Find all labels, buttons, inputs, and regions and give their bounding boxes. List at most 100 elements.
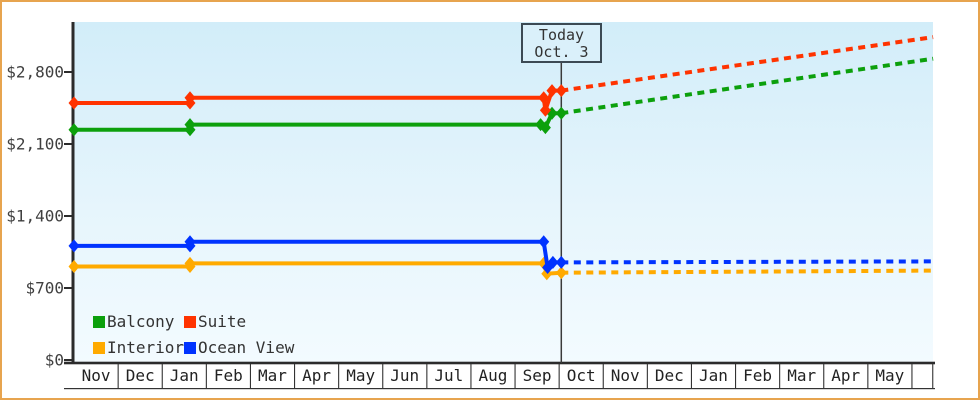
- y-tick: [64, 143, 73, 145]
- legend-item-balcony: Balcony: [93, 312, 184, 331]
- data-point-marker-suite: [184, 91, 196, 105]
- series-balcony: [68, 56, 934, 137]
- month-cell-dec-13: Dec: [654, 366, 684, 385]
- month-cell-mar-16: Mar: [787, 366, 817, 385]
- data-point-marker-suite: [539, 103, 551, 117]
- month-row-bottom-line: [64, 388, 935, 390]
- month-separator: [514, 364, 516, 388]
- legend-swatch-icon: [184, 341, 196, 354]
- series-line-solid-suite: [74, 88, 562, 111]
- today-label: Today: [538, 26, 585, 44]
- data-point-marker-balcony: [535, 118, 547, 132]
- data-point-marker-balcony: [184, 118, 196, 132]
- month-cell-may-6: May: [346, 366, 376, 385]
- data-point-marker-suite: [555, 84, 567, 98]
- month-cell-jul-8: Jul: [434, 366, 464, 385]
- today-date: Oct. 3: [534, 43, 589, 61]
- data-point-marker-interior: [184, 256, 196, 270]
- legend-item-ocean-view: Ocean View: [184, 338, 294, 357]
- month-separator: [470, 364, 472, 388]
- legend-label: Suite: [198, 312, 247, 331]
- data-point-marker-ocean-view: [68, 239, 80, 253]
- legend: Balcony Suite Interior Ocean View: [93, 312, 294, 357]
- legend-item-suite: Suite: [184, 312, 294, 331]
- series-line-projected-interior: [561, 268, 934, 275]
- month-cell-oct-11: Oct: [566, 366, 596, 385]
- data-point-marker-interior: [555, 266, 567, 280]
- data-point-marker-ocean-view: [547, 255, 559, 269]
- month-separator: [911, 364, 913, 388]
- data-point-marker-ocean-view: [555, 255, 567, 269]
- legend-label: Interior: [107, 338, 185, 357]
- y-axis-label: $2,800: [6, 62, 64, 82]
- month-separator: [205, 364, 207, 388]
- month-separator: [338, 364, 340, 388]
- month-separator: [382, 364, 384, 388]
- data-point-marker-suite: [538, 91, 550, 105]
- month-cell-aug-9: Aug: [478, 366, 508, 385]
- legend-item-interior: Interior: [93, 338, 184, 357]
- y-axis-label: $700: [25, 278, 64, 298]
- month-separator: [294, 364, 296, 388]
- month-separator-end: [932, 364, 934, 388]
- data-point-marker-suite: [546, 84, 558, 98]
- legend-swatch-icon: [184, 315, 196, 328]
- month-separator: [117, 364, 119, 388]
- series-line-projected-balcony: [561, 56, 934, 116]
- data-point-marker-balcony: [539, 121, 551, 135]
- month-separator: [426, 364, 428, 388]
- month-separator: [735, 364, 737, 388]
- series-line-solid-interior: [74, 261, 562, 276]
- month-cell-may-18: May: [875, 366, 905, 385]
- series-line-projected-ocean-view: [561, 259, 934, 265]
- month-cell-apr-17: Apr: [831, 366, 861, 385]
- month-cell-mar-4: Mar: [257, 366, 287, 385]
- month-separator: [867, 364, 869, 388]
- legend-swatch-icon: [93, 315, 105, 328]
- month-separator: [602, 364, 604, 388]
- month-cell-nov-0: Nov: [81, 366, 111, 385]
- series-suite: [68, 35, 934, 117]
- month-cell-feb-15: Feb: [743, 366, 772, 385]
- axes: [64, 22, 935, 390]
- month-cell-jun-7: Jun: [390, 366, 420, 385]
- y-tick: [64, 359, 73, 361]
- month-cell-dec-1: Dec: [125, 366, 155, 385]
- month-separator: [646, 364, 648, 388]
- data-point-marker-ocean-view: [184, 235, 196, 249]
- legend-label: Ocean View: [198, 338, 295, 357]
- data-point-marker-ocean-view: [538, 235, 550, 249]
- y-tick: [64, 287, 73, 289]
- data-point-marker-suite: [68, 96, 80, 110]
- y-axis-line: [71, 22, 75, 363]
- month-cell-apr-5: Apr: [302, 366, 331, 385]
- y-axis-label: $2,100: [6, 134, 64, 154]
- y-tick: [64, 215, 73, 217]
- legend-label: Balcony: [107, 312, 175, 331]
- month-separator: [779, 364, 781, 388]
- legend-swatch-icon: [93, 341, 105, 354]
- y-axis-label: $0: [44, 350, 64, 370]
- month-cell-nov-12: Nov: [610, 366, 640, 385]
- series-ocean-view: [68, 235, 934, 274]
- month-separator: [161, 364, 163, 388]
- month-cell-feb-3: Feb: [213, 366, 243, 385]
- month-separator: [249, 364, 251, 388]
- y-tick: [64, 71, 73, 73]
- month-cell-sep-10: Sep: [522, 366, 552, 385]
- data-point-marker-balcony: [68, 123, 80, 137]
- month-separator: [558, 364, 560, 388]
- month-cell-jan-14: Jan: [698, 366, 728, 385]
- series-line-solid-balcony: [74, 111, 562, 132]
- data-point-marker-interior: [68, 260, 80, 273]
- month-separator: [690, 364, 692, 388]
- today-marker-box: Today Oct. 3: [521, 23, 602, 63]
- y-axis-label: $1,400: [6, 206, 64, 226]
- x-axis-line: [64, 361, 935, 365]
- month-cell-jan-2: Jan: [169, 366, 199, 385]
- month-separator: [823, 364, 825, 388]
- data-point-marker-balcony: [555, 106, 567, 120]
- series-line-projected-suite: [561, 35, 934, 93]
